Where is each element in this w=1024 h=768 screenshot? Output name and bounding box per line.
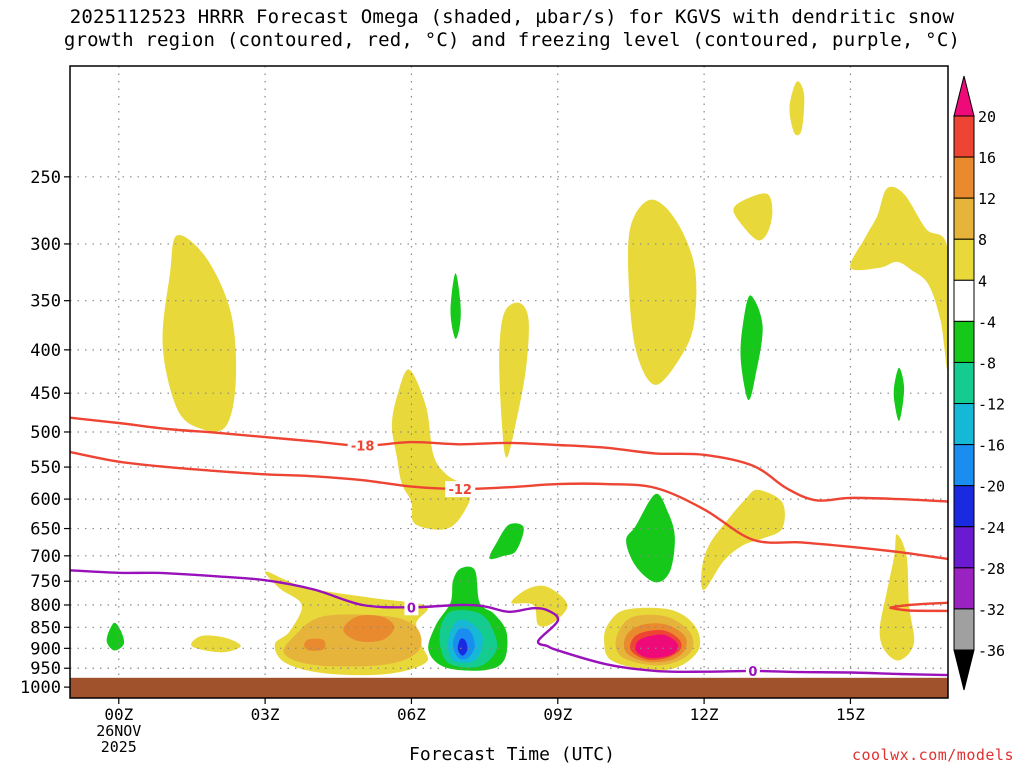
omega-region-25 [740,295,763,401]
freezing-label-a-0-bg [404,599,419,616]
y-tick-label-300: 300 [30,235,61,255]
title-line-1: 2025112523 HRRR Forecast Omega (shaded, … [69,6,955,28]
dgz-label-0-bg [347,437,378,454]
y-tick-label-550: 550 [30,458,61,478]
omega-region-11 [511,585,568,627]
colorbar-label-12: -32 [978,601,1005,619]
y-tick-label-350: 350 [30,292,61,312]
colorbar-label-6: -8 [978,354,996,372]
dgz-contour-3 [889,606,948,613]
omega-region-0 [162,234,237,432]
title-line-2: growth region (contoured, red, °C) and f… [63,29,961,51]
omega-region-4 [733,193,773,241]
y-axis: 2503003504004505005506006507007508008509… [20,168,70,698]
y-tick-label-800: 800 [30,596,61,616]
colorbar-swatch-0 [953,115,975,158]
x-tick-label-09Z: 09Z [543,705,572,724]
y-tick-label-1000: 1000 [20,678,61,698]
omega-region-15 [343,615,395,643]
credit-text: coolwx.com/models [851,746,1014,764]
colorbar-swatch-8 [953,444,975,487]
omega-region-24 [626,493,675,583]
colorbar-bottom-arrow [953,649,975,691]
contour-lines: -18 -12 0 0 [70,416,948,680]
freezing-label-b-0: 0 [748,665,757,680]
colorbar-label-4: 4 [978,272,987,290]
dgz-label-1: -12 [448,483,472,498]
colorbar-label-13: -36 [978,642,1005,660]
grid-lines [70,66,948,698]
omega-region-23 [489,523,524,560]
chart-title: 2025112523 HRRR Forecast Omega (shaded, … [0,6,1024,52]
y-tick-label-600: 600 [30,490,61,510]
colorbar-swatch-10 [953,526,975,569]
omega-region-16 [304,638,326,651]
colorbar-swatch-5 [953,320,975,363]
x-tick-label-06Z: 06Z [397,705,426,724]
x-tick-date: 26NOV [96,722,141,740]
dgz-contour-2 [889,601,948,609]
colorbar: 20 16 12 8 4 -4 -8 -12 -16 -20 -24 -28 -32 -36 [953,75,1005,691]
y-tick-label-950: 950 [30,659,61,679]
y-tick-label-450: 450 [30,384,61,404]
dgz-contour-0 [70,416,948,503]
dgz-label-1-bg [445,481,476,498]
colorbar-label-2: 12 [978,190,996,208]
plot-frame [69,65,949,699]
x-axis-label: Forecast Time (UTC) [409,744,615,765]
y-tick-label-700: 700 [30,547,61,567]
colorbar-swatch-3 [953,238,975,281]
omega-region-6 [850,186,948,370]
x-tick-label-15Z: 15Z [836,705,865,724]
y-tick-label-650: 650 [30,520,61,540]
dgz-label-0: -18 [351,440,375,455]
colorbar-swatch-4 [953,279,975,322]
colorbar-label-9: -20 [978,478,1005,496]
omega-region-8 [879,534,915,661]
colorbar-label-11: -28 [978,560,1005,578]
omega-region-5 [789,81,805,136]
ground-fill [70,677,948,698]
colorbar-swatch-6 [953,361,975,405]
colorbar-label-10: -24 [978,519,1005,537]
colorbar-label-8: -16 [978,437,1005,455]
omega-region-2 [499,302,529,458]
omega-region-30 [457,638,468,656]
omega-region-20 [106,622,125,651]
y-tick-label-750: 750 [30,572,61,592]
x-tick-label-03Z: 03Z [251,705,280,724]
colorbar-swatch-1 [953,156,975,199]
omega-region-3 [627,199,697,385]
y-tick-label-250: 250 [30,168,61,188]
x-tick-year: 2025 [101,738,137,756]
colorbar-swatch-12 [953,608,975,651]
freezing-label-a-0: 0 [407,601,416,616]
colorbar-label-3: 8 [978,231,987,249]
y-tick-label-400: 400 [30,341,61,361]
y-tick-label-850: 850 [30,618,61,638]
dgz-contour-1 [70,450,948,561]
x-tick-label-12Z: 12Z [690,705,719,724]
colorbar-label-7: -12 [978,396,1005,414]
freezing-label-b-0-bg [745,662,760,679]
ground [70,677,948,698]
colorbar-swatch-11 [953,567,975,610]
y-tick-label-500: 500 [30,423,61,443]
colorbar-swatch-7 [953,403,975,446]
colorbar-swatch-9 [953,485,975,528]
omega-region-22 [450,273,461,339]
colorbar-swatch-2 [953,197,975,240]
colorbar-label-5: -4 [978,313,996,331]
colorbar-label-0: 20 [978,108,996,126]
colorbar-label-1: 16 [978,149,996,167]
y-tick-label-900: 900 [30,639,61,659]
colorbar-top-arrow [953,75,975,117]
omega-region-19 [635,634,678,658]
x-tick-label-00Z: 00Z [104,705,133,724]
omega-region-7 [701,489,785,591]
omega-region-26 [893,367,905,421]
